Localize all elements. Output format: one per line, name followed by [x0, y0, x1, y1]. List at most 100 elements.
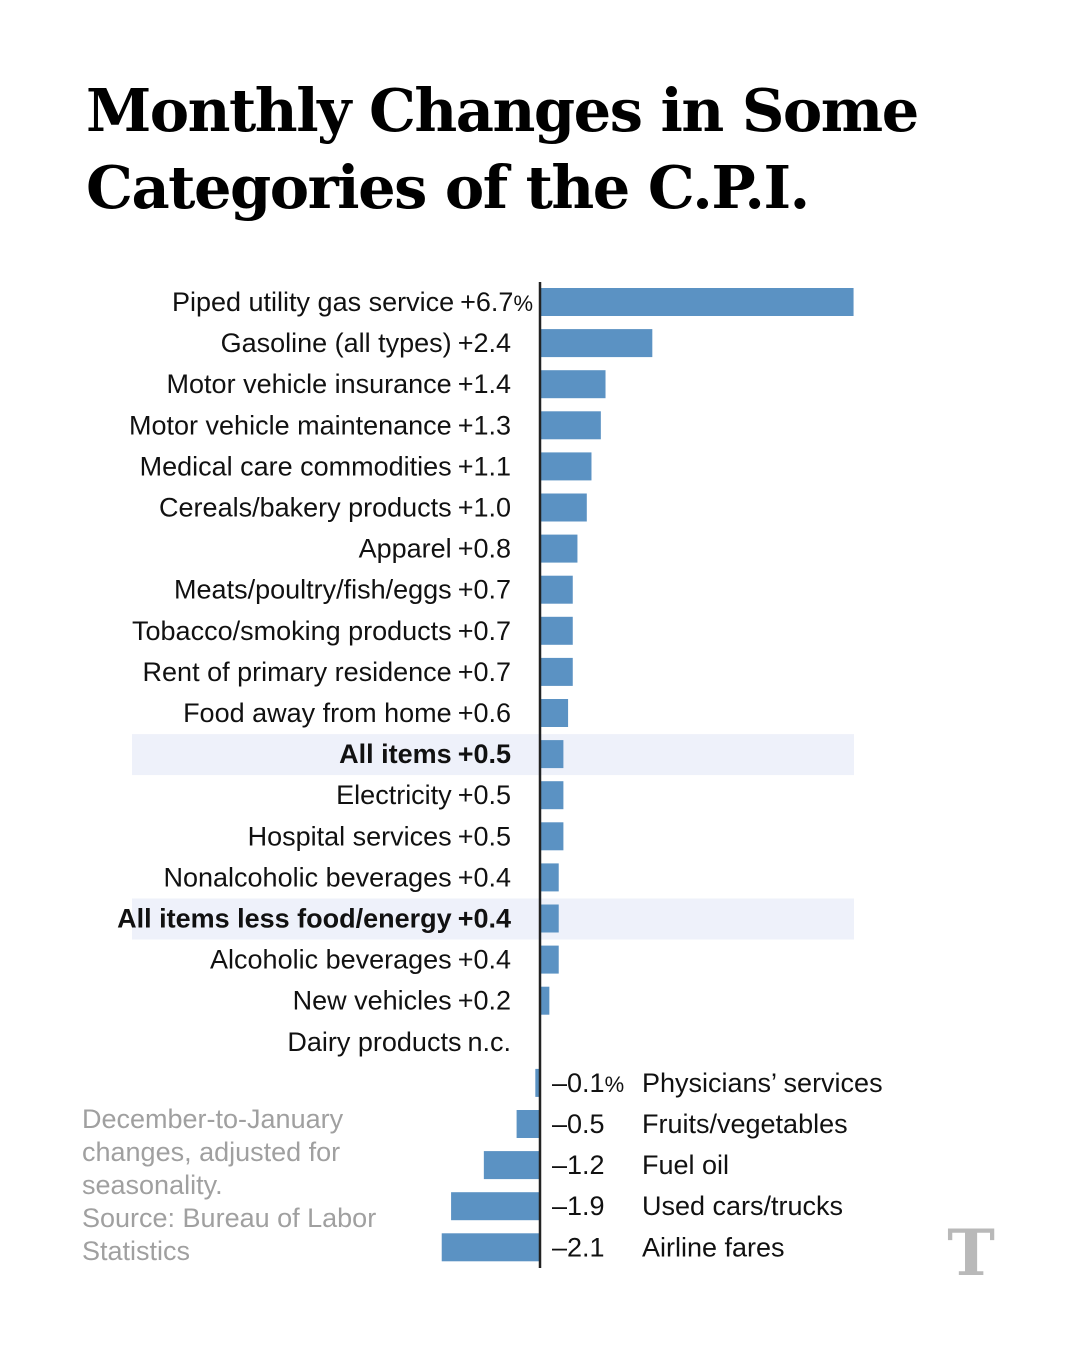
category-label: Food away from home +0.6: [183, 698, 511, 728]
category-name: Dairy products: [287, 1027, 461, 1057]
value-label: +0.2: [458, 986, 511, 1016]
category-label: Nonalcoholic beverages +0.4: [164, 862, 512, 892]
value-label: +0.8: [458, 534, 511, 564]
category-label: Gasoline (all types) +2.4: [221, 328, 511, 358]
bar-food-away-from-home: [540, 699, 569, 727]
category-label: Rent of primary residence +0.7: [143, 657, 511, 687]
category-label: Apparel +0.8: [359, 534, 511, 564]
category-name: Hospital services: [248, 821, 452, 851]
value-label: +1.1: [458, 451, 511, 481]
category-label: Dairy products n.c.: [287, 1027, 511, 1057]
bar-alcoholic-beverages: [540, 945, 559, 974]
value-label: +0.4: [458, 862, 511, 892]
bar-all-items-less-food-energy: [540, 904, 559, 933]
value-label: –0.1%: [552, 1068, 624, 1098]
category-name: Tobacco/smoking products: [132, 616, 452, 646]
note-text: December-to-January changes, adjusted fo…: [82, 1104, 344, 1200]
bar-medical-care-commodities: [540, 452, 592, 481]
value-label: –1.2: [552, 1150, 605, 1180]
category-label: Tobacco/smoking products +0.7: [132, 616, 511, 646]
category-name: Meats/poultry/fish/eggs: [174, 575, 452, 605]
highlight-band-all-items-less-food-energy: [132, 898, 854, 940]
bar-rent-of-primary-residence: [540, 657, 573, 686]
bar-fuel-oil: [483, 1151, 540, 1180]
category-name: Alcoholic beverages: [210, 945, 452, 975]
category-name: Apparel: [359, 534, 452, 564]
bar-motor-vehicle-maintenance: [540, 411, 601, 440]
value-label: +1.4: [458, 369, 511, 399]
category-name: Nonalcoholic beverages: [164, 862, 452, 892]
category-name: Cereals/bakery products: [159, 493, 452, 523]
value-label: n.c.: [467, 1027, 511, 1057]
value-label: +0.7: [458, 657, 511, 687]
category-name: Fruits/vegetables: [642, 1109, 848, 1139]
category-name: New vehicles: [293, 986, 452, 1016]
category-label: Motor vehicle insurance +1.4: [167, 369, 511, 399]
value-label: –1.9: [552, 1191, 605, 1221]
category-label: Cereals/bakery products +1.0: [159, 493, 511, 523]
value-label: +6.7: [460, 287, 513, 317]
value-label: +0.6: [458, 698, 511, 728]
category-name: Airline fares: [642, 1232, 785, 1262]
bar-electricity: [540, 781, 564, 810]
value-label: +0.5: [458, 780, 511, 810]
category-label: Electricity +0.5: [336, 780, 511, 810]
value-label: +0.4: [458, 904, 511, 934]
value-label: +2.4: [458, 328, 511, 358]
value-label: +0.5: [458, 739, 511, 769]
bar-new-vehicles: [540, 986, 550, 1015]
category-name: All items less food/energy: [117, 904, 452, 934]
bar-piped-utility-gas-service: [540, 288, 854, 316]
category-name: Motor vehicle maintenance: [129, 410, 452, 440]
category-label: Motor vehicle maintenance +1.3: [129, 410, 511, 440]
source-text: Source: Bureau of Labor Statistics: [82, 1203, 377, 1266]
category-label: Medical care commodities +1.1: [140, 451, 511, 481]
category-name: Medical care commodities: [140, 451, 452, 481]
category-name: Used cars/trucks: [642, 1191, 843, 1221]
bar-tobacco-smoking-products: [540, 616, 573, 645]
bar-physicians-services: [535, 1068, 540, 1097]
bar-cereals-bakery-products: [540, 493, 587, 522]
category-label: New vehicles +0.2: [293, 986, 511, 1016]
bar-meats-poultry-fish-eggs: [540, 575, 573, 604]
value-label: +1.3: [458, 410, 511, 440]
chart-note: December-to-January changes, adjusted fo…: [82, 1103, 412, 1268]
bar-motor-vehicle-insurance: [540, 370, 606, 399]
category-label: All items less food/energy +0.4: [117, 904, 511, 934]
percent-sign: %: [605, 1072, 625, 1097]
category-name: Electricity: [336, 780, 452, 810]
value-label: +0.4: [458, 945, 511, 975]
category-label: All items +0.5: [339, 739, 511, 769]
bar-nonalcoholic-beverages: [540, 863, 559, 892]
value-label: +1.0: [458, 493, 511, 523]
value-label: +0.7: [458, 616, 511, 646]
bar-all-items: [540, 740, 564, 769]
percent-sign: %: [513, 291, 533, 316]
value-label: +0.5: [458, 821, 511, 851]
nyt-logo: T: [947, 1216, 995, 1291]
category-name: Motor vehicle insurance: [167, 369, 452, 399]
category-label: Piped utility gas service +6.7%: [172, 287, 533, 317]
value-label: –0.5: [552, 1109, 605, 1139]
category-name: Food away from home: [183, 698, 452, 728]
bar-used-cars-trucks: [451, 1192, 540, 1221]
value-label: –2.1: [552, 1232, 605, 1262]
chart-title: Monthly Changes in Some Categories of th…: [86, 76, 919, 222]
category-label: Alcoholic beverages +0.4: [210, 945, 511, 975]
category-name: Physicians’ services: [642, 1068, 883, 1098]
value-label: +0.7: [458, 575, 511, 605]
category-label: Meats/poultry/fish/eggs +0.7: [174, 575, 511, 605]
bar-hospital-services: [540, 822, 564, 851]
category-name: All items: [339, 739, 452, 769]
bar-apparel: [540, 534, 578, 563]
bar-airline-fares: [441, 1233, 540, 1262]
bar-gasoline-all-types: [540, 329, 653, 358]
category-name: Fuel oil: [642, 1150, 729, 1180]
category-name: Gasoline (all types): [221, 328, 452, 358]
highlight-band-all-items: [132, 734, 854, 776]
category-label: Hospital services +0.5: [248, 821, 511, 851]
category-name: Piped utility gas service: [172, 287, 454, 317]
category-name: Rent of primary residence: [143, 657, 452, 687]
bar-fruits-vegetables: [516, 1110, 540, 1138]
